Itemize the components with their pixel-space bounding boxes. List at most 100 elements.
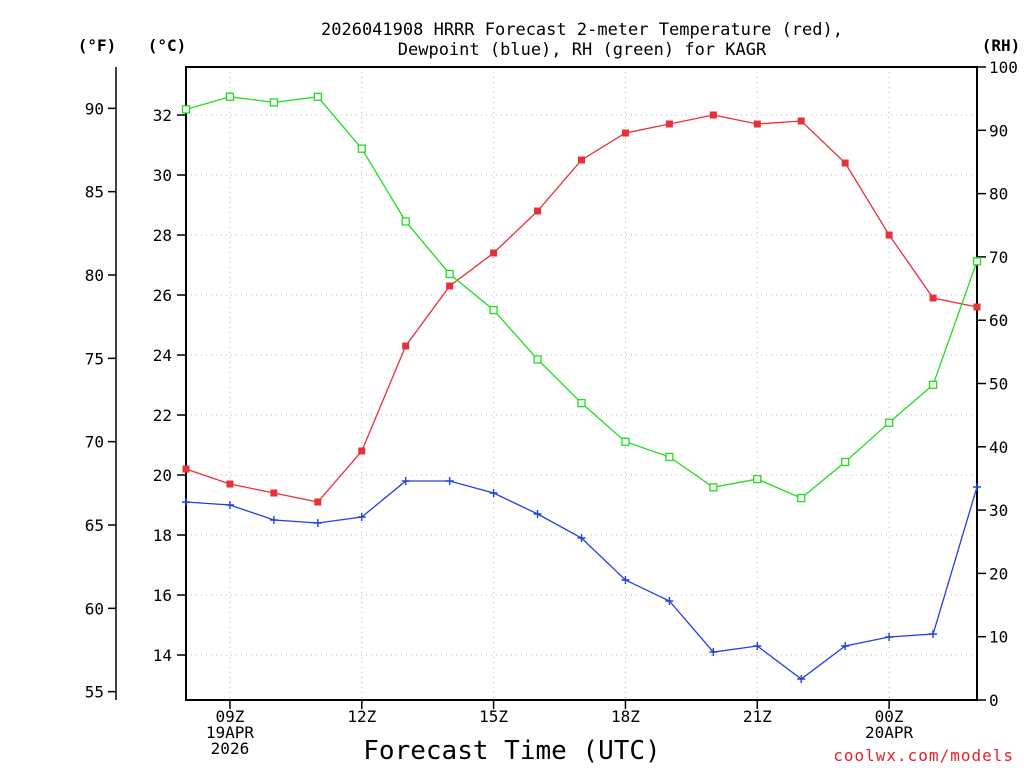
dewpoint-point: [445, 477, 454, 485]
dewpoint-point: [225, 501, 234, 509]
rh-tick-label: 100: [989, 58, 1018, 77]
rh-tick-label: 10: [989, 628, 1008, 647]
dewpoint-point: [753, 642, 762, 650]
rh-point: [181, 105, 191, 114]
rh-point: [972, 257, 982, 266]
2-meter-temperature-point: [314, 498, 322, 506]
celsius-unit-label: (°C): [148, 36, 187, 55]
rh-point: [313, 92, 322, 101]
2-meter-temperature-point: [709, 111, 717, 119]
fahrenheit-tick-label: 80: [85, 266, 104, 285]
rh-point: [401, 217, 410, 226]
fahrenheit-unit-label: (°F): [78, 36, 117, 55]
chart-title-line-1: 2026041908 HRRR Forecast 2-meter Tempera…: [321, 20, 843, 40]
2-meter-temperature-line: [185, 114, 978, 503]
credit-text: coolwx.com/models: [833, 746, 1014, 765]
rh-tick-label: 20: [989, 564, 1008, 583]
2-meter-temperature-point: [885, 231, 893, 239]
dewpoint-point: [577, 534, 586, 542]
dewpoint-point: [929, 630, 938, 638]
rh-point: [928, 380, 938, 389]
x-tick-label: 12Z: [347, 707, 376, 726]
2-meter-temperature-point: [182, 465, 190, 473]
dewpoint-point: [665, 597, 674, 605]
dewpoint-point: [269, 516, 278, 524]
x-tick-label: 2026: [211, 739, 250, 758]
x-tick-label: 21Z: [743, 707, 772, 726]
axis-ticks: 14 16 18 20 22 24 26 28 30 32 55 60 65 70 75 80 85 90 0 10 2…: [85, 58, 1018, 758]
rh-tick-label: 80: [989, 185, 1008, 204]
x-tick-label: 00Z: [875, 707, 904, 726]
2-meter-temperature-point: [490, 249, 498, 257]
rh-tick-label: 60: [989, 311, 1008, 330]
dewpoint-point: [313, 519, 322, 527]
rh-tick-label: 70: [989, 248, 1008, 267]
rh-unit-label: (RH): [982, 36, 1021, 55]
rh-point: [577, 398, 586, 408]
celsius-tick-label: 30: [153, 166, 172, 185]
dewpoint-point: [401, 477, 410, 485]
2-meter-temperature-point: [534, 207, 542, 215]
dewpoint-point: [182, 498, 190, 506]
2-meter-temperature-point: [665, 120, 673, 128]
celsius-tick-label: 14: [153, 646, 172, 665]
fahrenheit-tick-label: 60: [85, 599, 104, 618]
2-meter-temperature-point: [841, 159, 849, 167]
rh-point: [269, 98, 279, 107]
2-meter-temperature-point: [797, 117, 805, 125]
rh-point: [753, 474, 762, 484]
2-meter-temperature-point: [402, 342, 410, 350]
x-tick-label: 15Z: [479, 707, 508, 726]
dewpoint-point: [533, 510, 542, 518]
rh-point: [621, 437, 630, 446]
rh-tick-label: 40: [989, 438, 1008, 457]
2-meter-temperature-point: [226, 480, 234, 488]
2-meter-temperature-point: [621, 129, 629, 137]
rh-point: [445, 269, 454, 279]
2-meter-temperature-point: [753, 120, 761, 128]
fahrenheit-tick-label: 90: [85, 99, 104, 118]
rh-tick-label: 30: [989, 501, 1008, 520]
data-series: [181, 92, 982, 683]
rh-point: [797, 493, 806, 503]
rh-tick-label: 0: [989, 691, 999, 710]
x-tick-label: 09Z: [215, 707, 244, 726]
2-meter-temperature-point: [358, 447, 366, 455]
fahrenheit-tick-label: 85: [85, 183, 104, 202]
2-meter-temperature-point: [929, 294, 937, 302]
celsius-tick-label: 26: [153, 286, 172, 305]
fahrenheit-tick-label: 70: [85, 433, 104, 452]
celsius-tick-label: 20: [153, 466, 172, 485]
dewpoint-line: [185, 480, 978, 680]
celsius-tick-label: 32: [153, 106, 172, 125]
2-meter-temperature-point: [578, 156, 585, 164]
dewpoint-point: [885, 633, 894, 641]
x-tick-label: 19APR: [206, 723, 255, 742]
2-meter-temperature-point: [446, 282, 454, 290]
rh-point: [665, 452, 674, 462]
rh-point: [489, 305, 498, 315]
rh-point: [709, 483, 718, 492]
grid-lines: [186, 67, 977, 700]
dewpoint-point: [709, 648, 718, 656]
chart-title-line-2: Dewpoint (blue), RH (green) for KAGR: [398, 40, 767, 60]
dewpoint-point: [489, 489, 498, 497]
dewpoint-point: [973, 483, 981, 491]
dewpoint-point: [797, 675, 806, 683]
celsius-tick-label: 16: [153, 586, 172, 605]
dewpoint-point: [621, 576, 630, 584]
celsius-tick-label: 28: [153, 226, 172, 245]
rh-point: [225, 92, 235, 101]
dewpoint-point: [841, 642, 850, 650]
2-meter-temperature-point: [973, 303, 981, 311]
fahrenheit-tick-label: 55: [85, 683, 104, 702]
rh-tick-label: 50: [989, 375, 1008, 394]
rh-point: [841, 457, 850, 467]
celsius-tick-label: 24: [153, 346, 172, 365]
fahrenheit-tick-label: 65: [85, 516, 104, 535]
rh-point: [884, 418, 894, 427]
x-tick-label: 20APR: [865, 723, 914, 742]
2-meter-temperature-point: [270, 489, 278, 497]
dewpoint-point: [357, 513, 366, 521]
